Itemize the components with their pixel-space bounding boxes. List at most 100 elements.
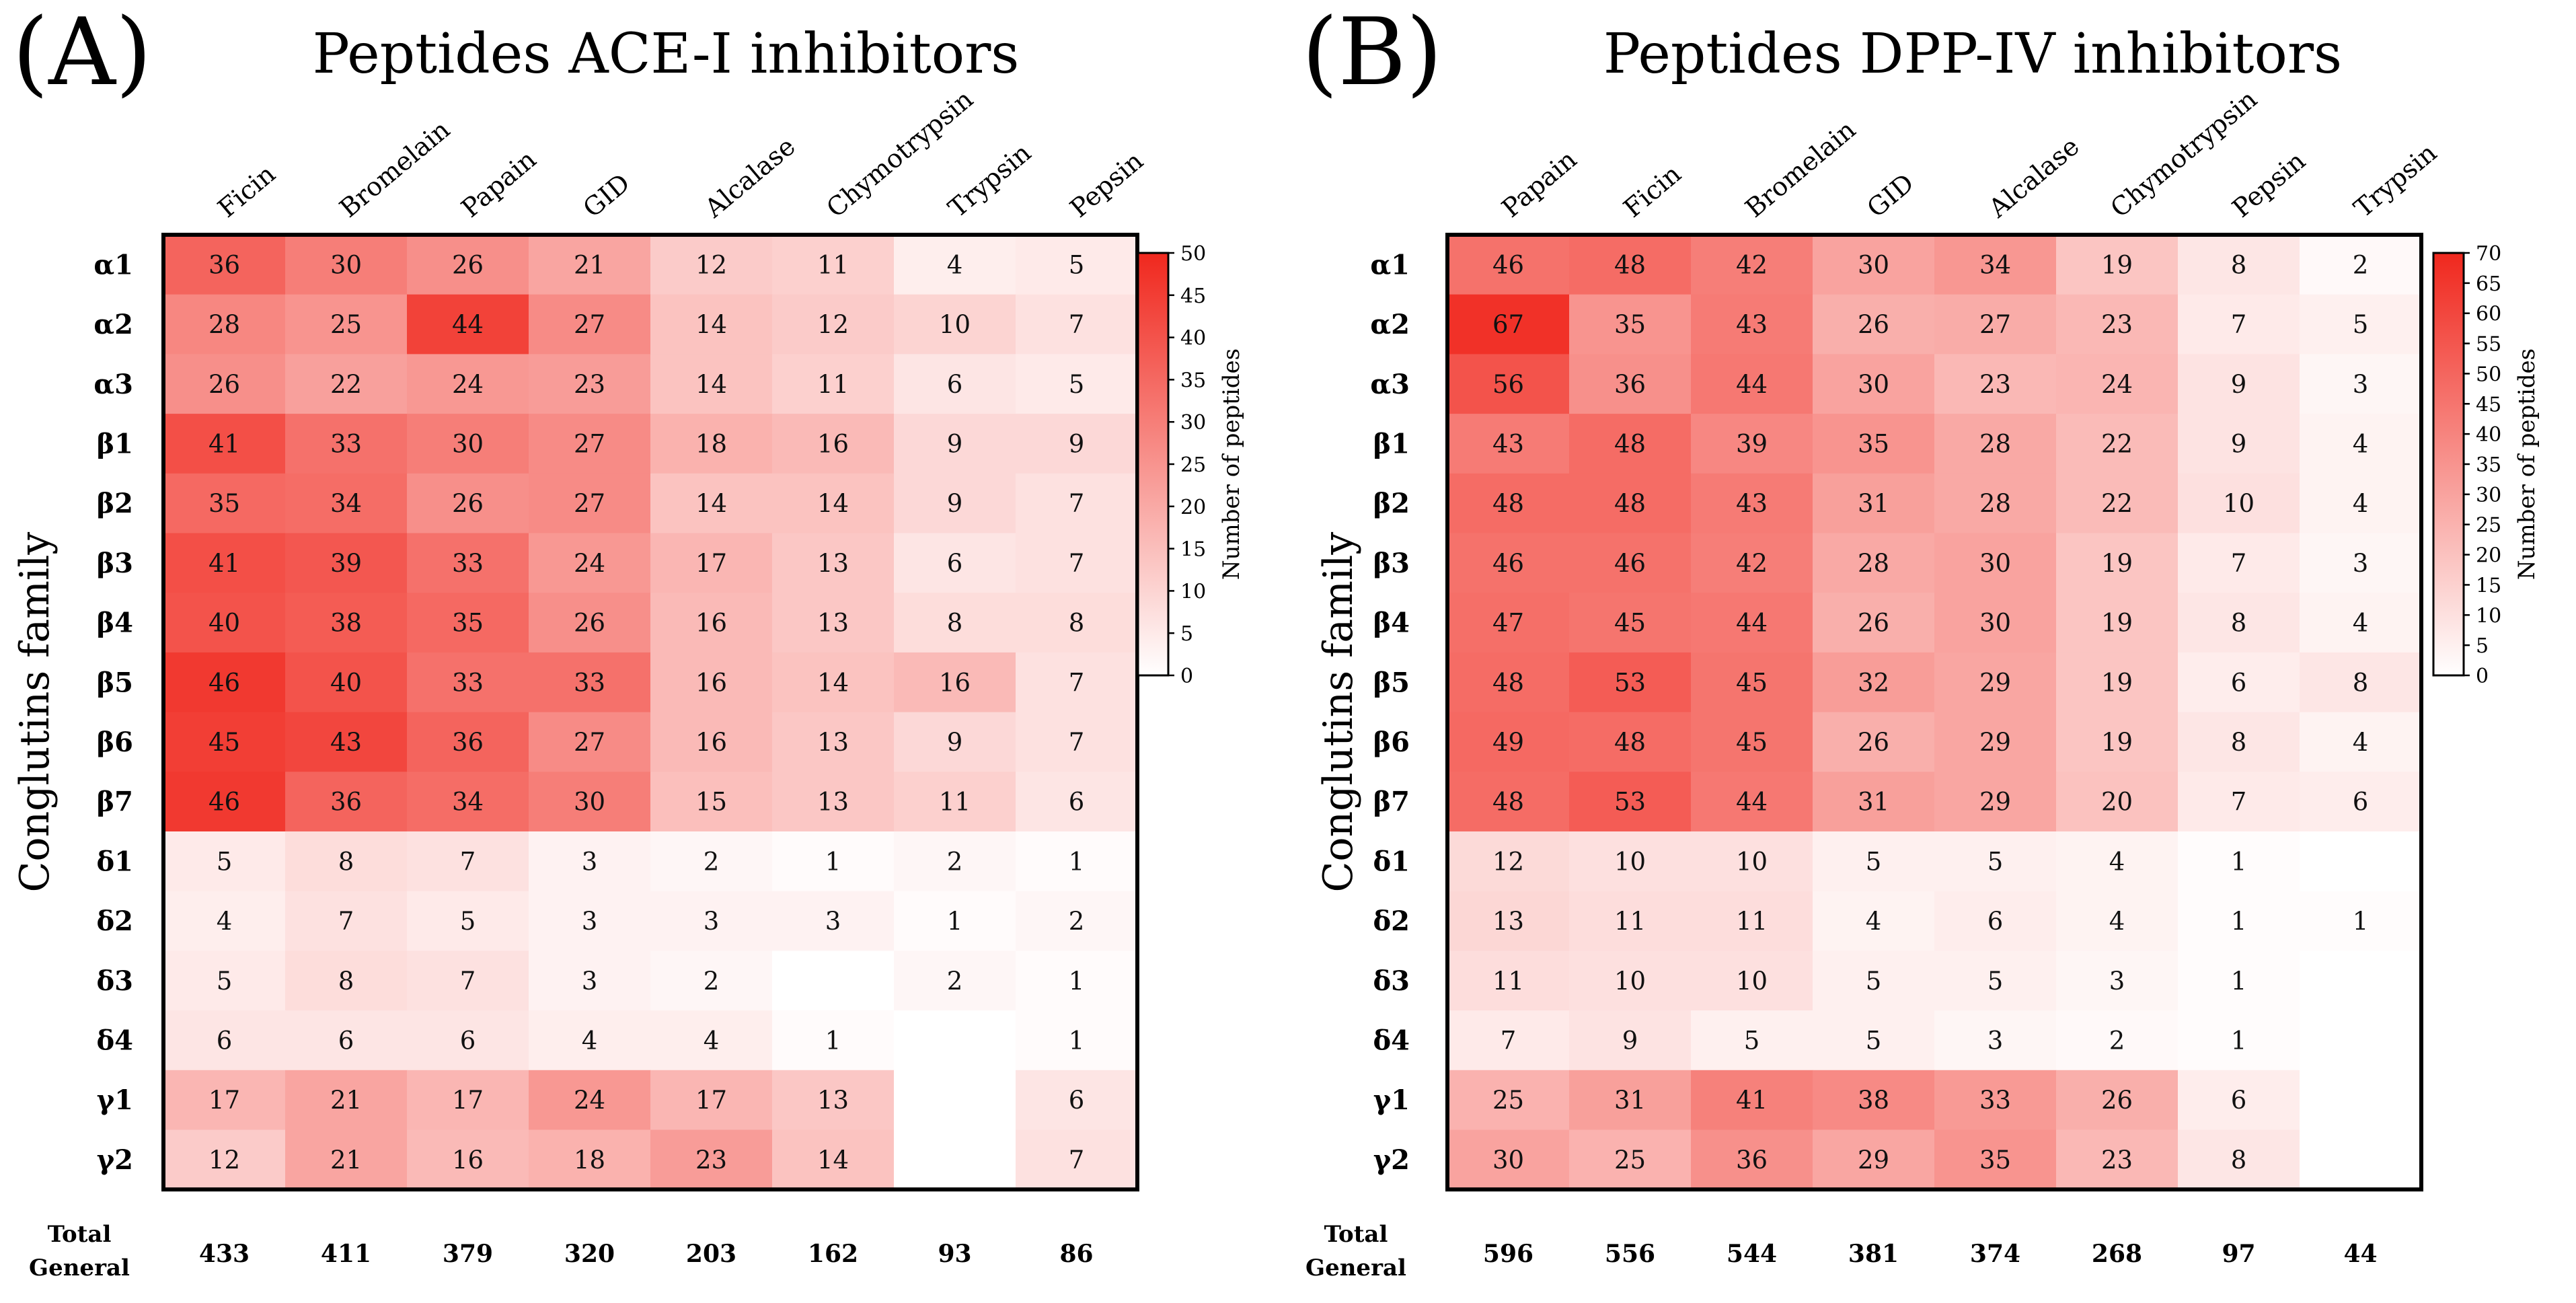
total-label-line1: Total xyxy=(1324,1221,1388,1248)
cell-value-label: 10 xyxy=(1736,967,1768,996)
cell-value-label: 45 xyxy=(1736,728,1768,757)
total-value: 596 xyxy=(1483,1240,1533,1268)
cell-value-label: 53 xyxy=(1614,668,1646,697)
total-value: 381 xyxy=(1848,1240,1899,1268)
heatmap-cell xyxy=(650,473,773,534)
heatmap-cell xyxy=(1447,1129,1570,1190)
cell-value-label: 4 xyxy=(1866,907,1882,936)
cell-value-label: 16 xyxy=(695,609,727,638)
heatmap-cell xyxy=(1813,652,1935,713)
cell-value-label: 11 xyxy=(939,788,971,817)
column-label: Alcalase xyxy=(1983,131,2085,223)
colorbar-tick-label: 45 xyxy=(2476,393,2501,416)
cell-value-label: 45 xyxy=(1736,668,1768,697)
cell-value-label: 2 xyxy=(947,967,963,996)
row-label: β6 xyxy=(1373,727,1410,758)
cell-value-label: 9 xyxy=(1622,1026,1638,1055)
cell-value-label: 5 xyxy=(1866,1026,1882,1055)
cell-value-label: 14 xyxy=(695,370,727,399)
heatmap-cell xyxy=(2056,891,2179,951)
row-label: δ4 xyxy=(1373,1025,1410,1056)
cell-value-label: 4 xyxy=(2109,847,2125,876)
total-value: 320 xyxy=(564,1240,615,1268)
heatmap-cell xyxy=(772,1010,895,1071)
heatmap-cell xyxy=(650,235,773,295)
total-value: 203 xyxy=(686,1240,736,1268)
cell-value-label: 5 xyxy=(1866,967,1882,996)
heatmap-cell xyxy=(2056,354,2179,414)
cell-value-label: 17 xyxy=(695,549,727,578)
cell-value-label: 67 xyxy=(1492,310,1524,339)
heatmap-cell xyxy=(407,414,529,474)
cell-value-label: 20 xyxy=(2101,788,2133,817)
total-value: 556 xyxy=(1605,1240,1655,1268)
heatmap-cell xyxy=(1569,473,1692,534)
cell-value-label: 26 xyxy=(1858,728,1889,757)
heatmap-border xyxy=(1445,233,2423,1192)
cell-value-label: 8 xyxy=(2353,668,2369,697)
cell-value-label: 1 xyxy=(1069,967,1085,996)
heatmap-cell xyxy=(894,1129,1016,1190)
heatmap-cell xyxy=(163,294,286,355)
heatmap-cell xyxy=(650,593,773,653)
cell-value-label: 32 xyxy=(1858,668,1889,697)
cell-value-label: 4 xyxy=(704,1026,720,1055)
cell-value-label: 6 xyxy=(1987,907,2004,936)
row-label: β5 xyxy=(1373,667,1410,698)
heatmap-cell xyxy=(1447,712,1570,772)
heatmap-cell xyxy=(2300,593,2422,653)
heatmap-cell xyxy=(1813,473,1935,534)
column-label: Ficin xyxy=(213,159,281,223)
heatmap-cell xyxy=(163,891,286,951)
cell-value-label: 36 xyxy=(1736,1146,1768,1175)
cell-value-label: 16 xyxy=(695,728,727,757)
cell-value-label: 33 xyxy=(330,429,362,458)
heatmap-cell xyxy=(772,951,895,1011)
heatmap-cell xyxy=(1691,354,1813,414)
heatmap-cell xyxy=(529,772,651,832)
heatmap-cell xyxy=(163,1010,286,1071)
column-label: Bromelain xyxy=(1740,114,1862,223)
cell-value-label: 48 xyxy=(1614,429,1646,458)
cell-value-label: 7 xyxy=(1069,668,1085,697)
cell-value-label: 38 xyxy=(330,609,362,638)
heatmap-cell xyxy=(1934,354,2057,414)
heatmap-cell xyxy=(163,354,286,414)
heatmap-cell xyxy=(1016,473,1138,534)
heatmap-cell xyxy=(2056,235,2179,295)
cell-value-label: 1 xyxy=(947,907,963,936)
cell-value-label: 3 xyxy=(2353,549,2369,578)
heatmap-cell xyxy=(1569,831,1692,892)
heatmap-cell xyxy=(529,294,651,355)
heatmap-cell xyxy=(650,533,773,593)
heatmap-cell xyxy=(2178,831,2300,892)
cell-value-label: 36 xyxy=(1614,370,1646,399)
cell-value-label: 28 xyxy=(209,310,240,339)
cell-value-label: 21 xyxy=(574,250,605,279)
heatmap-cell xyxy=(650,414,773,474)
cell-value-label: 21 xyxy=(330,1086,362,1115)
cell-value-label: 10 xyxy=(1736,847,1768,876)
heatmap-cell xyxy=(163,951,286,1011)
cell-value-label: 30 xyxy=(1492,1146,1524,1175)
heatmap-cell xyxy=(529,712,651,772)
heatmap-cell xyxy=(1447,951,1570,1011)
cell-value-label: 22 xyxy=(2101,489,2133,518)
cell-value-label: 33 xyxy=(574,668,605,697)
cell-value-label: 2 xyxy=(2353,250,2369,279)
heatmap-cell xyxy=(2300,414,2422,474)
column-label: GID xyxy=(1862,167,1920,223)
row-label: β2 xyxy=(97,488,133,519)
cell-value-label: 7 xyxy=(2231,788,2247,817)
heatmap-cell xyxy=(529,891,651,951)
heatmap-cell xyxy=(1016,712,1138,772)
column-label: Trypsin xyxy=(943,138,1037,223)
heatmap-cell xyxy=(1691,593,1813,653)
heatmap-cell xyxy=(1934,1070,2057,1131)
heatmap-cell xyxy=(1569,652,1692,713)
heatmap-cell xyxy=(1813,1010,1935,1071)
colorbar-tick-label: 25 xyxy=(2476,514,2501,537)
cell-value-label: 2 xyxy=(2109,1026,2125,1055)
cell-value-label: 4 xyxy=(582,1026,598,1055)
cell-value-label: 41 xyxy=(1736,1086,1768,1115)
